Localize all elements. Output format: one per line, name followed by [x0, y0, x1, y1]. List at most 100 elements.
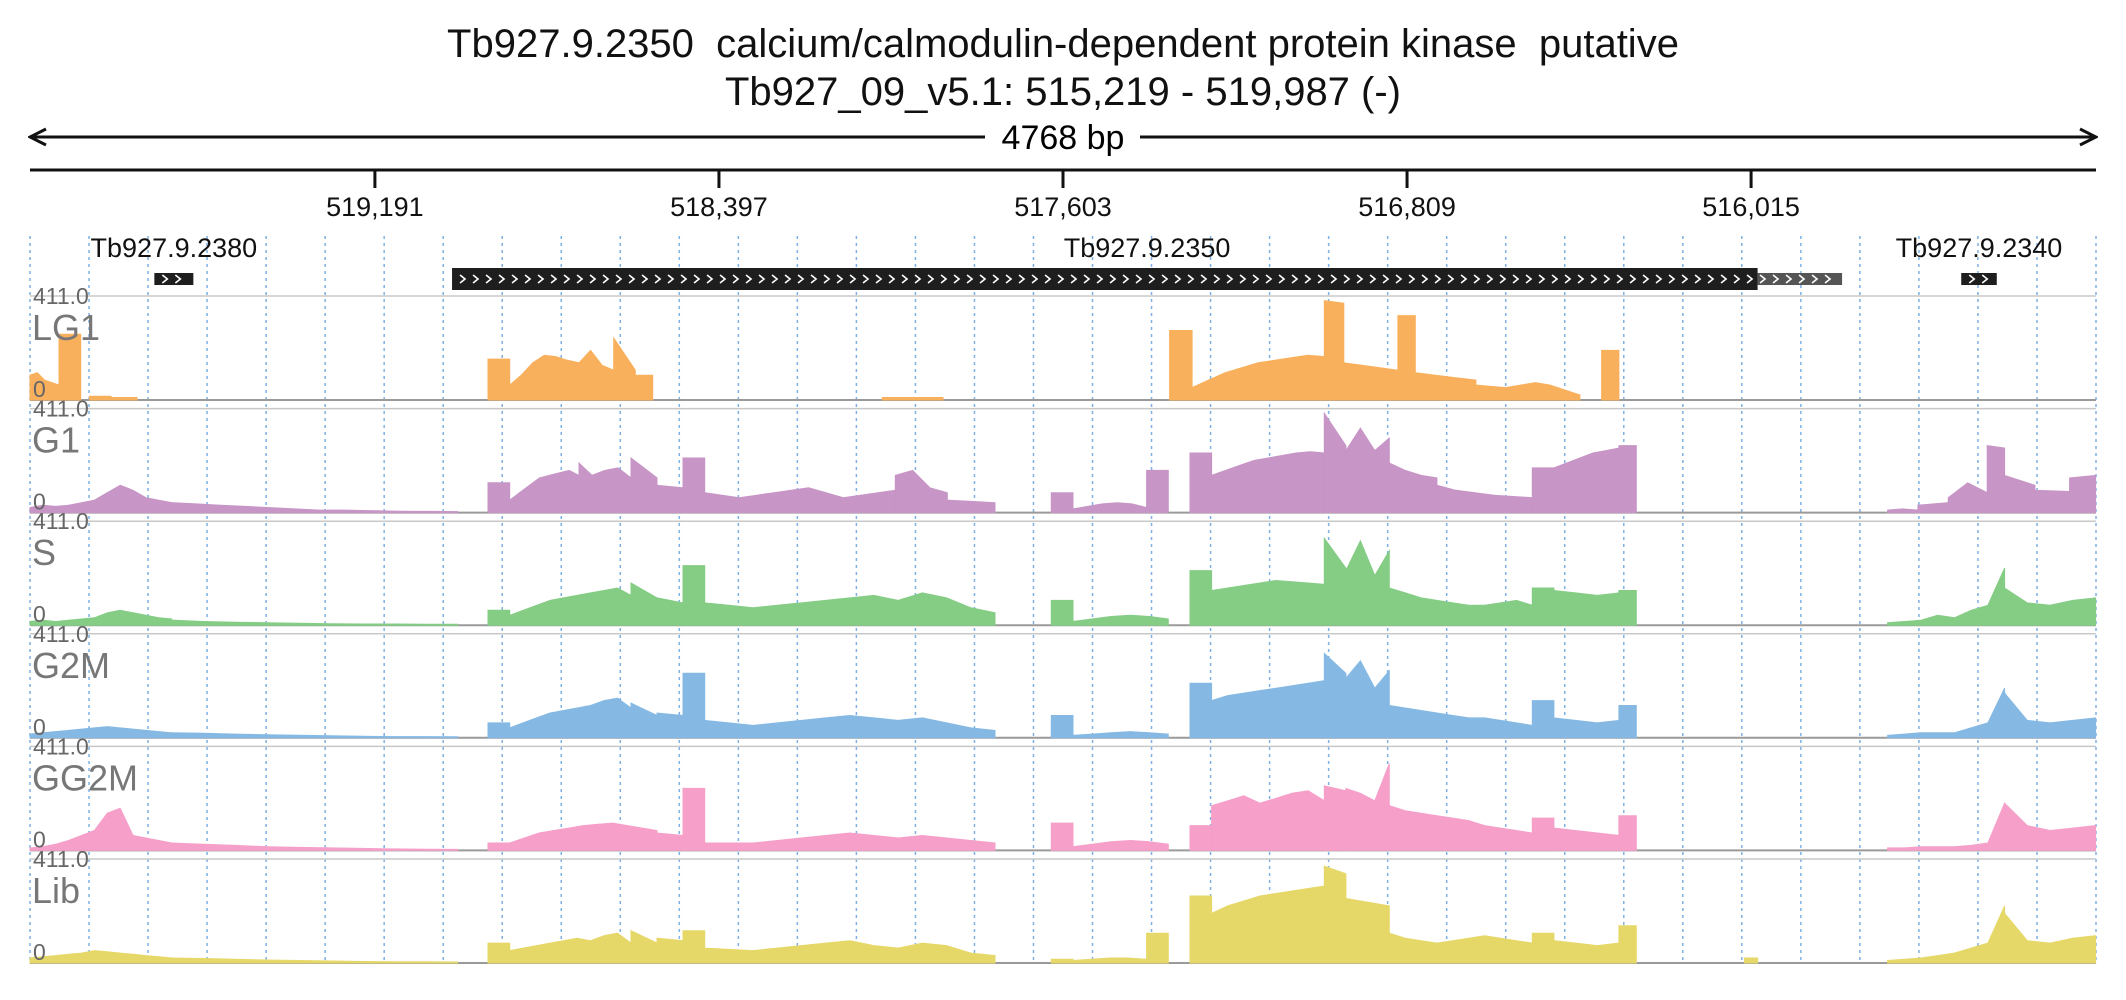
coverage-area — [509, 697, 632, 739]
y-max-label: 411.0 — [33, 846, 89, 872]
track-g2m: 411.0 0 G2M — [29, 621, 2097, 740]
track-g1: 411.0 0 G1 — [29, 396, 2097, 515]
coverage-area — [682, 787, 706, 851]
coverage-area — [894, 469, 948, 514]
coverage-area — [630, 929, 658, 964]
strand-chevrons — [1968, 274, 1989, 284]
coverage-area — [656, 937, 684, 964]
coverage-area — [487, 609, 511, 626]
coverage-area — [1887, 803, 2006, 851]
coverage-area — [1072, 502, 1148, 514]
track-name: LG1 — [32, 307, 100, 348]
coverage-area — [1323, 785, 1347, 851]
coverage-area — [1211, 680, 1325, 739]
coverage-area — [1189, 825, 1213, 851]
track-s: 411.0 0 S — [29, 508, 2097, 627]
coverage-tracks: 411.00LG1411.00G1411.00S411.00G2M411.00G… — [29, 283, 2097, 965]
coverage-area — [1189, 682, 1213, 739]
coverage-area — [487, 482, 511, 514]
coverage-area — [2069, 474, 2097, 514]
coverage-area — [704, 487, 896, 514]
coverage-area — [704, 592, 996, 626]
coverage-area — [2004, 691, 2097, 739]
coverage-area — [1169, 330, 1193, 401]
coverage-area — [509, 469, 580, 514]
coverage-area — [1146, 469, 1169, 514]
coverage-area — [682, 930, 706, 964]
coverage-area — [1343, 362, 1399, 401]
coverage-area — [88, 395, 112, 401]
coverage-area — [171, 502, 394, 514]
coverage-area — [1323, 536, 1347, 626]
coverage-area — [1531, 700, 1555, 739]
coverage-area — [578, 461, 632, 514]
coverage-area — [1345, 763, 1390, 851]
coverage-area — [704, 714, 996, 739]
coverage-area — [1211, 790, 1325, 851]
coverage-area — [110, 397, 138, 401]
coverage-area — [1072, 957, 1148, 964]
coverage-area — [1345, 427, 1390, 514]
y-max-label: 411.0 — [33, 283, 89, 309]
coverage-area — [881, 397, 944, 401]
coverage-area — [1388, 805, 1533, 851]
coverage-area — [2004, 587, 2097, 626]
y-min-label: 0 — [33, 826, 46, 852]
coverage-area — [946, 499, 996, 514]
coverage-area — [1553, 827, 1620, 851]
gene-feature: Tb927.9.2350 — [452, 233, 1843, 290]
coverage-area — [1618, 445, 1637, 514]
y-max-label: 411.0 — [33, 508, 89, 534]
coverage-area — [1072, 839, 1169, 851]
coverage-area — [630, 582, 658, 626]
coverage-area — [1397, 315, 1416, 401]
title-block: Tb927.9.2350 calcium/calmodulin-dependen… — [0, 20, 2126, 116]
coverage-area — [1887, 905, 2006, 964]
coverage-area — [1189, 570, 1213, 626]
coverage-area — [1323, 865, 1347, 964]
coverage-area — [29, 950, 173, 964]
coverage-area — [2004, 474, 2036, 514]
y-max-label: 411.0 — [33, 396, 89, 422]
y-min-label: 0 — [33, 939, 46, 965]
coverage-area — [1553, 447, 1620, 514]
coverage-area — [171, 732, 459, 739]
coverage-area — [1436, 484, 1533, 514]
span-indicator: 4768 bp — [30, 119, 2096, 157]
coverage-area — [613, 336, 636, 401]
coverage-area — [1388, 587, 1533, 626]
coverage-area — [656, 712, 684, 739]
coverage-area — [509, 822, 658, 851]
coverage-area — [1553, 717, 1620, 739]
coverage-area — [1323, 300, 1345, 401]
coverage-area — [656, 484, 684, 514]
coverage-area — [1323, 411, 1347, 514]
coverage-area — [29, 609, 173, 626]
coverage-area — [1887, 508, 1919, 514]
tick-label: 517,603 — [1014, 192, 1112, 222]
coverage-area — [1553, 940, 1620, 964]
coverage-area — [487, 358, 511, 401]
coverage-area — [1475, 382, 1581, 401]
coverage-area — [704, 832, 996, 851]
coverage-area — [630, 702, 658, 739]
y-max-label: 411.0 — [33, 621, 89, 647]
coverage-area — [1388, 932, 1533, 964]
coverage-area — [1345, 897, 1390, 964]
gene-label: Tb927.9.2340 — [1896, 233, 2063, 263]
track-name: G1 — [32, 420, 80, 461]
y-min-label: 0 — [33, 714, 46, 740]
coverage-area — [1601, 349, 1620, 401]
coverage-area — [1388, 704, 1533, 739]
coverage-area — [2004, 912, 2097, 964]
coverage-area — [487, 842, 511, 851]
coverage-area — [487, 942, 511, 964]
coverage-area — [630, 456, 658, 514]
coverage-area — [1050, 715, 1074, 739]
tick-label: 516,015 — [1702, 192, 1800, 222]
coverage-area — [1947, 482, 1988, 514]
y-max-label: 411.0 — [33, 733, 89, 759]
coverage-area — [1050, 599, 1074, 626]
coverage-area — [1050, 492, 1074, 514]
coverage-area — [1146, 932, 1169, 964]
